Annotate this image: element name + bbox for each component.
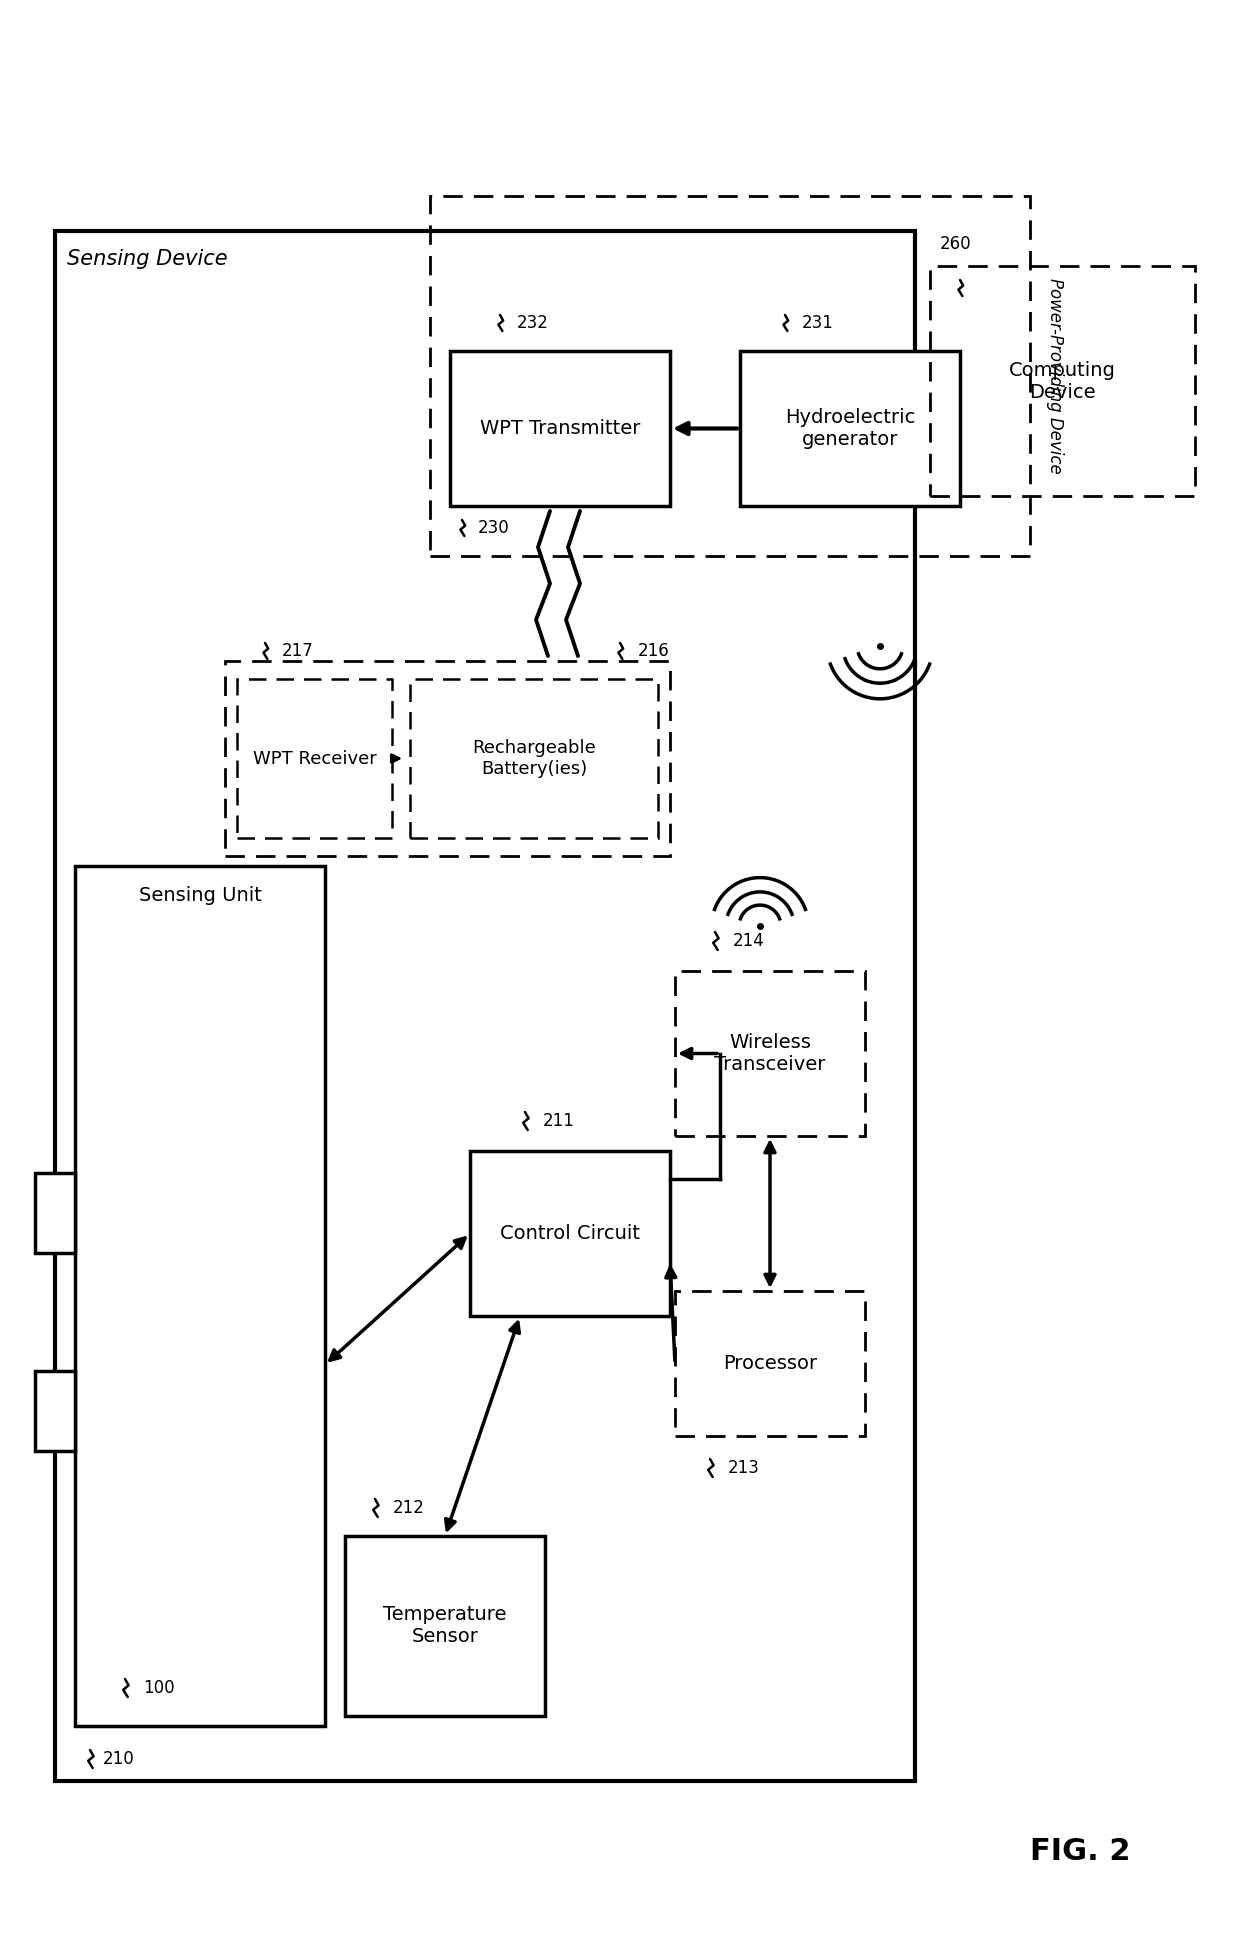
Bar — [224, 660, 670, 856]
Bar — [345, 1535, 546, 1715]
Text: Power-Providing Device: Power-Providing Device — [1047, 279, 1064, 474]
Text: 260: 260 — [940, 234, 972, 254]
Bar — [740, 350, 960, 505]
Text: Rechargeable
Battery(ies): Rechargeable Battery(ies) — [472, 740, 596, 778]
Text: 210: 210 — [103, 1750, 135, 1768]
Bar — [35, 1173, 74, 1253]
Bar — [675, 972, 866, 1136]
Text: 217: 217 — [281, 643, 314, 660]
Text: WPT Receiver: WPT Receiver — [253, 749, 377, 767]
Bar — [237, 680, 392, 838]
Bar — [55, 230, 915, 1781]
Text: Processor: Processor — [723, 1353, 817, 1373]
Text: Control Circuit: Control Circuit — [500, 1224, 640, 1243]
Bar — [74, 865, 325, 1727]
Text: 216: 216 — [639, 643, 670, 660]
Text: 231: 231 — [802, 314, 833, 331]
Text: 232: 232 — [517, 314, 549, 331]
Text: 214: 214 — [733, 931, 765, 951]
Text: Computing
Device: Computing Device — [1009, 360, 1116, 401]
Text: Hydroelectric
generator: Hydroelectric generator — [785, 408, 915, 449]
Text: 100: 100 — [143, 1679, 175, 1698]
Text: Sensing Device: Sensing Device — [67, 250, 228, 269]
Text: 230: 230 — [477, 519, 510, 536]
Bar — [675, 1291, 866, 1437]
Bar — [930, 265, 1195, 496]
Text: 211: 211 — [543, 1111, 575, 1131]
Text: Sensing Unit: Sensing Unit — [139, 887, 262, 904]
Bar — [430, 196, 1030, 556]
Text: 212: 212 — [393, 1498, 425, 1518]
Text: FIG. 2: FIG. 2 — [1029, 1837, 1130, 1866]
Bar — [450, 350, 670, 505]
Text: WPT Transmitter: WPT Transmitter — [480, 418, 640, 438]
Bar — [470, 1152, 670, 1316]
Text: Wireless
Transceiver: Wireless Transceiver — [714, 1034, 826, 1074]
Text: 213: 213 — [728, 1460, 760, 1477]
Bar — [35, 1371, 74, 1450]
Bar — [410, 680, 658, 838]
Text: Temperature
Sensor: Temperature Sensor — [383, 1605, 507, 1646]
